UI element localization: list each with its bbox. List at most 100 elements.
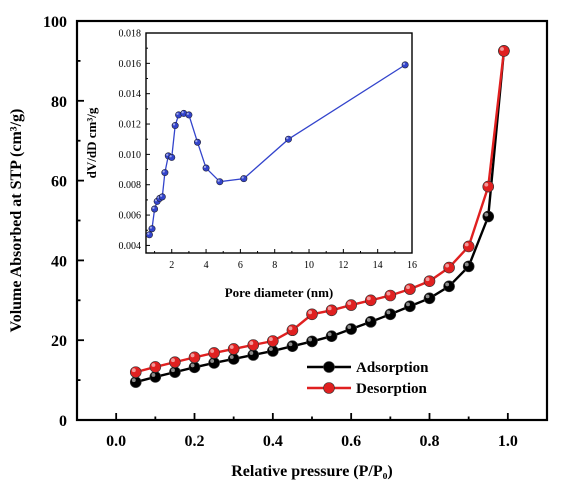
main-x-tick-label: 1.0	[498, 433, 518, 450]
main-desorption-point-highlight	[210, 349, 215, 353]
inset-series-0-point	[284, 135, 292, 143]
main-desorption-point-highlight	[445, 263, 450, 268]
main-y-tick-label: 20	[51, 333, 67, 350]
main-adsorption-point	[345, 323, 357, 335]
main-adsorption-point	[247, 349, 260, 361]
inset-series-0-point-highlight	[181, 111, 184, 114]
main-desorption-point	[286, 324, 299, 337]
inset-series-0-point-highlight	[241, 176, 244, 179]
main-adsorption-point-highlight	[268, 347, 273, 351]
main-adsorption-point	[443, 280, 455, 293]
main-desorption-point	[345, 299, 357, 311]
main-y-tick-label: 100	[43, 14, 67, 31]
inset-y-tick-label: 0.010	[119, 150, 142, 161]
inset-series-0-point-highlight	[169, 155, 172, 158]
main-y-tick-label: 0	[59, 413, 67, 430]
main-adsorption-point	[208, 357, 220, 369]
inset-series-0-point-highlight	[286, 136, 289, 140]
main-adsorption-point	[188, 361, 201, 374]
main-adsorption-point	[169, 366, 181, 378]
main-adsorption-point	[364, 316, 377, 328]
inset-series-0-point	[161, 169, 169, 177]
main-adsorption-point-highlight	[327, 332, 332, 337]
inset-x-tick-label: 12	[338, 260, 348, 271]
main-desorption-point	[129, 366, 142, 378]
main-desorption-point-highlight	[268, 337, 273, 341]
inset-y-axis-label: dV/dD cm³/g	[84, 107, 99, 178]
main-desorption-point	[247, 339, 260, 351]
inset-series-0-point-highlight	[149, 226, 153, 229]
main-desorption-point	[227, 343, 240, 355]
main-desorption-point-highlight	[347, 301, 352, 306]
inset-series-0-point	[202, 164, 210, 172]
legend-label: Desorption	[356, 381, 427, 397]
main-desorption-point-highlight	[327, 306, 332, 311]
main-desorption-point-highlight	[366, 296, 371, 301]
main-adsorption-point-highlight	[366, 317, 371, 322]
main-adsorption-point-highlight	[171, 368, 175, 373]
main-adsorption-point	[325, 330, 338, 343]
main-adsorption-point-highlight	[445, 282, 450, 287]
inset-x-tick-label: 4	[204, 260, 209, 271]
inset-x-tick-label: 14	[373, 260, 383, 271]
main-desorption-point-highlight	[464, 242, 469, 247]
main-adsorption-point-highlight	[249, 351, 254, 355]
legend-swatch-marker	[323, 382, 335, 394]
inset-x-tick-label: 2	[169, 260, 174, 271]
main-y-tick-label: 80	[51, 94, 67, 111]
main-adsorption-point-highlight	[229, 355, 234, 359]
inset-series-0-point	[185, 111, 193, 119]
main-adsorption-point	[227, 353, 240, 365]
main-adsorption-point-highlight	[210, 359, 215, 363]
main-adsorption-point	[149, 371, 162, 383]
main-desorption-point-highlight	[229, 345, 234, 349]
inset-series-0-point-highlight	[176, 112, 179, 115]
inset-series-0-point	[193, 138, 201, 146]
main-desorption-point	[267, 335, 279, 347]
inset-series-0-point	[168, 153, 176, 161]
main-desorption-point	[364, 294, 377, 307]
main-adsorption-point-highlight	[347, 325, 352, 330]
main-desorption-point-highlight	[171, 358, 175, 363]
inset-x-axis-label: Pore diameter (nm)	[225, 285, 334, 300]
inset-series-0-point-highlight	[166, 153, 169, 156]
main-x-tick-label: 0.2	[185, 433, 205, 450]
main-x-tick-label: 0.6	[341, 433, 361, 450]
inset-series-0-point-highlight	[152, 206, 155, 210]
inset-series-0-point-highlight	[217, 179, 220, 182]
inset-y-tick-label: 0.006	[119, 211, 142, 222]
main-desorption-point-highlight	[151, 363, 156, 367]
main-desorption-point	[325, 304, 338, 317]
inset-series-0-point	[240, 175, 248, 183]
main-adsorption-point-highlight	[288, 342, 293, 347]
main-desorption-point	[188, 351, 201, 364]
inset-x-tick-label: 16	[407, 260, 417, 271]
inset-y-tick-label: 0.014	[119, 89, 142, 100]
main-y-tick-label: 60	[51, 174, 67, 191]
legend-swatch-marker	[323, 361, 335, 373]
main-adsorption-point-highlight	[308, 337, 313, 342]
inset-series-0-point	[158, 193, 166, 201]
main-chart: 0.0 0.2 0.4 0.6 0.8 1.0 0 20 40 60 80 100 Relative p…	[8, 14, 549, 480]
inset-series-0-point-highlight	[203, 165, 207, 169]
main-desorption-point	[482, 180, 495, 193]
inset-y-tick-label: 0.012	[119, 120, 142, 131]
main-desorption-point-highlight	[500, 47, 504, 51]
inset-series-0-point	[145, 231, 153, 239]
main-adsorption-point	[404, 300, 416, 313]
inset-series-0-point-highlight	[160, 194, 163, 197]
main-desorption-point	[423, 275, 436, 287]
main-desorption-point-highlight	[425, 277, 430, 282]
inset-x-tick-label: 10	[304, 260, 314, 271]
inset-y-tick-label: 0.018	[119, 29, 142, 40]
main-desorption-point	[443, 261, 455, 274]
inset-series-0-point-highlight	[147, 232, 150, 235]
main-desorption-point-highlight	[484, 182, 489, 187]
legend-label: Adsorption	[356, 360, 429, 376]
main-y-axis-label: Volume Absorbed at STP (cm³/g)	[8, 109, 25, 333]
main-adsorption-point-highlight	[386, 310, 391, 315]
inset-plot-frame	[145, 32, 413, 254]
main-adsorption-point	[423, 292, 436, 305]
main-desorption-point	[306, 308, 318, 321]
main-desorption-point-highlight	[131, 368, 136, 373]
